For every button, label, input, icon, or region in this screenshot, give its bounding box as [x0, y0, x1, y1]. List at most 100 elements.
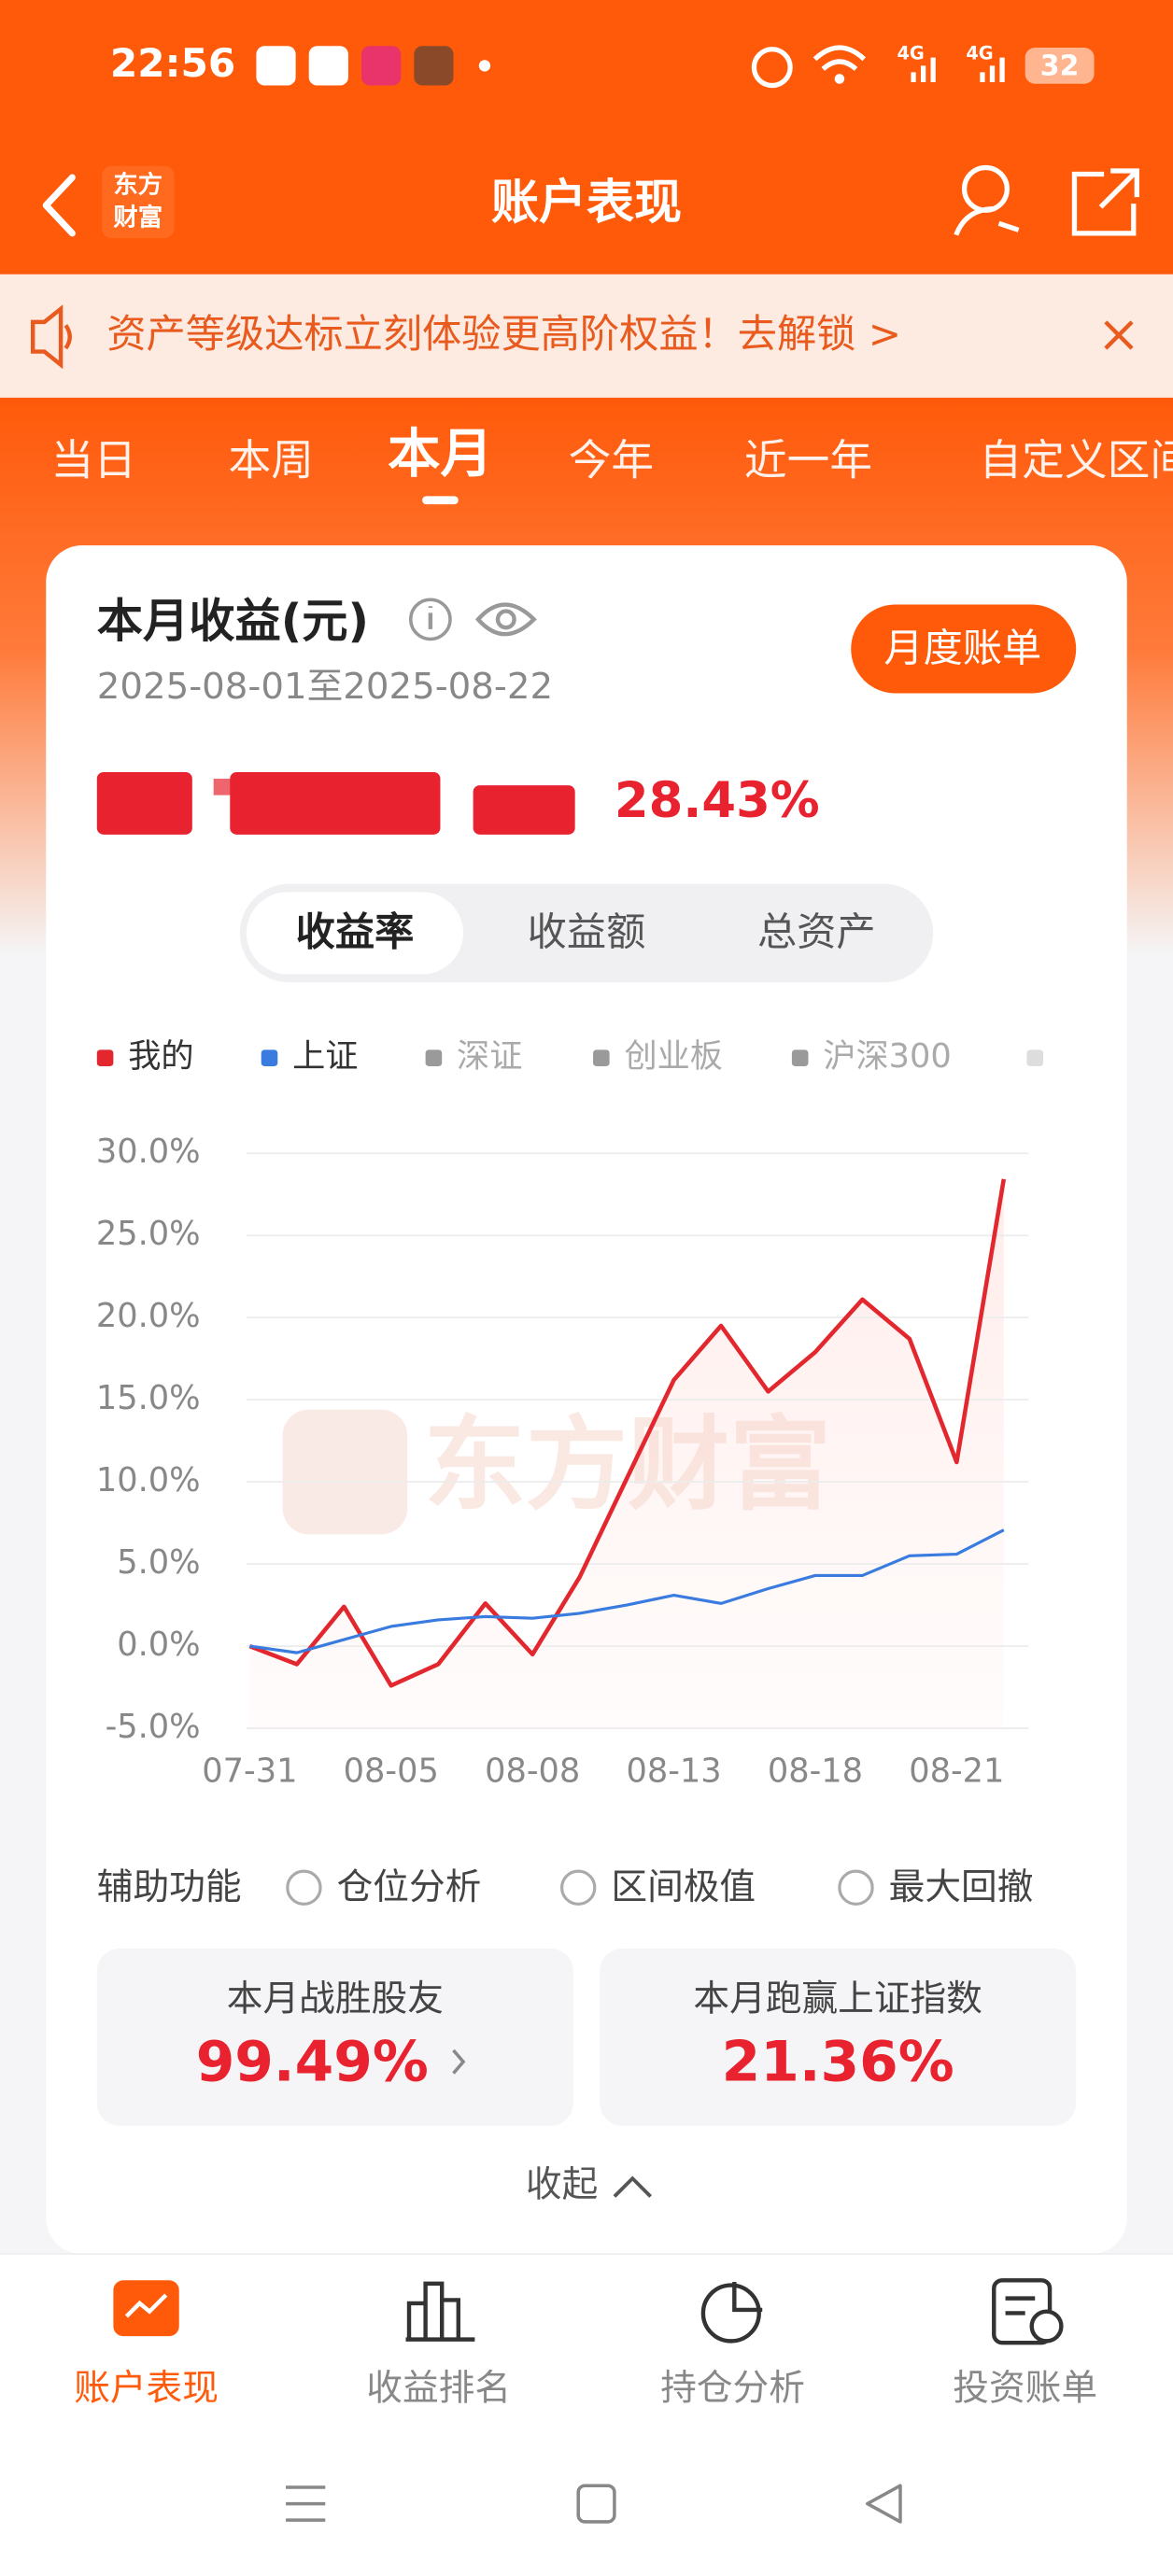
segment[interactable]: 总资产	[757, 909, 876, 955]
system-home[interactable]	[576, 2484, 616, 2524]
period-tab[interactable]: 本周	[229, 436, 314, 486]
nav-icons	[113, 2278, 1064, 2345]
speaker-icon	[30, 304, 72, 370]
stat-label: 本月跑赢上证指数	[693, 1978, 982, 2020]
period-tabs: 当日 本周 本月 今年 近一年 自定义区间	[51, 424, 1173, 505]
y-tick-label: 30.0%	[96, 1133, 201, 1171]
y-tick-label: 0.0%	[117, 1626, 200, 1664]
tools-label: 辅助功能	[97, 1866, 242, 1908]
nav-item[interactable]: 账户表现	[74, 2368, 219, 2410]
y-tick-label: 20.0%	[96, 1297, 201, 1335]
close-button[interactable]	[1104, 320, 1134, 350]
nav-icon	[1029, 2309, 1064, 2344]
logo-text: 东方	[113, 170, 163, 199]
app-icon	[256, 46, 296, 86]
x-tick-label: 08-13	[626, 1753, 721, 1791]
logo-text: 财富	[113, 204, 163, 232]
legend-label[interactable]: 沪深300	[823, 1037, 951, 1076]
segment[interactable]: 收益率	[296, 909, 415, 955]
nav-icon	[732, 2282, 763, 2313]
header: 东方 财富 账户表现	[42, 164, 1139, 239]
wifi-icon	[834, 74, 845, 84]
header-bg	[0, 0, 1173, 274]
app-icon	[308, 46, 348, 86]
period-tab[interactable]: 当日	[51, 436, 136, 486]
legend-swatch	[96, 1049, 114, 1066]
signal-icon	[980, 57, 1005, 82]
period-tab[interactable]: 近一年	[744, 436, 872, 486]
watermark: 东方财富	[424, 1405, 831, 1524]
legend-label[interactable]: 深证	[457, 1037, 522, 1076]
logo	[102, 165, 175, 239]
y-tick-label: 25.0%	[96, 1215, 201, 1253]
period-tab[interactable]: 今年	[569, 436, 654, 486]
stat-value: 99.49%	[196, 2029, 429, 2094]
radio[interactable]	[286, 1869, 322, 1906]
radio[interactable]	[560, 1869, 597, 1906]
nav-icon	[405, 2281, 475, 2342]
monthly-bill-label: 月度账单	[883, 625, 1041, 670]
banner[interactable]: 资产等级达标立刻体验更高阶权益！去解锁 >	[0, 274, 1173, 398]
tool-option[interactable]: 最大回撤	[889, 1866, 1034, 1908]
period-tab[interactable]: 自定义区间	[979, 436, 1173, 486]
tools: 仓位分析 区间极值 最大回撤	[286, 1866, 1034, 1908]
signal-icon	[911, 57, 936, 82]
collapse-button[interactable]: 收起	[526, 2163, 598, 2205]
x-tick-label: 08-05	[344, 1753, 439, 1791]
stat-box[interactable]	[96, 1948, 573, 2126]
legend-label[interactable]: 上证	[292, 1037, 358, 1076]
series-line	[248, 1178, 1007, 1688]
series-line	[249, 1528, 1005, 1654]
system-menu[interactable]	[286, 2485, 326, 2522]
legend-swatch	[791, 1049, 809, 1066]
eye-icon[interactable]	[474, 602, 537, 637]
x-tick-label: 08-21	[909, 1753, 1004, 1791]
y-tick-label: 5.0%	[117, 1543, 200, 1582]
bottom-nav: 账户表现 收益排名 持仓分析 投资账单	[74, 2368, 1097, 2410]
share-icon	[1071, 168, 1139, 236]
tool-option[interactable]: 仓位分析	[337, 1866, 482, 1908]
segments: 收益率 收益额 总资产	[246, 892, 876, 975]
nav-icon	[1005, 2296, 1036, 2316]
radio[interactable]	[838, 1869, 874, 1906]
legend-swatch	[261, 1049, 278, 1066]
network-label: 4G	[897, 43, 924, 64]
nav-item[interactable]: 持仓分析	[660, 2368, 805, 2410]
legend-label[interactable]: 我的	[128, 1037, 193, 1076]
nav-item[interactable]: 投资账单	[953, 2368, 1097, 2410]
chevron	[452, 2048, 466, 2075]
date-range: 2025-08-01至2025-08-22	[97, 666, 553, 708]
tab-indicator	[422, 496, 459, 505]
profile-button[interactable]	[954, 164, 1020, 236]
monthly-bill-button[interactable]	[851, 604, 1077, 694]
legend-label[interactable]: 创业板	[624, 1037, 723, 1076]
app-icon	[414, 46, 454, 86]
back-button[interactable]	[42, 174, 76, 237]
period-tab[interactable]: 本月	[388, 424, 493, 485]
banner-text: 资产等级达标立刻体验更高阶权益！去解锁 >	[106, 311, 901, 357]
area-shade	[249, 1178, 1004, 1729]
info-icon[interactable]	[409, 598, 452, 641]
battery-level: 32	[1040, 50, 1080, 83]
legend-swatch	[425, 1049, 443, 1066]
app-icon	[361, 46, 402, 86]
y-tick-label: -5.0%	[106, 1708, 201, 1746]
y-tick-label: 10.0%	[96, 1461, 201, 1499]
stat-label: 本月战胜股友	[227, 1978, 444, 2020]
tool-option[interactable]: 区间极值	[611, 1866, 756, 1908]
x-tick-label: 08-18	[768, 1753, 863, 1791]
return-rate: 28.43%	[615, 772, 820, 829]
nav-item[interactable]: 收益排名	[366, 2368, 511, 2410]
nav-icon	[700, 2283, 761, 2344]
segment[interactable]: 收益额	[528, 909, 646, 955]
alarm-icon	[751, 47, 793, 89]
x-tick-label: 07-31	[202, 1753, 297, 1791]
page-title: 账户表现	[491, 176, 682, 231]
share-button[interactable]	[1071, 168, 1139, 236]
wifi-icon	[813, 45, 867, 71]
watermark-logo	[282, 1409, 408, 1535]
legend-swatch-faded	[1026, 1049, 1044, 1066]
y-tick-label: 15.0%	[96, 1379, 201, 1417]
system-back[interactable]	[866, 2484, 902, 2524]
